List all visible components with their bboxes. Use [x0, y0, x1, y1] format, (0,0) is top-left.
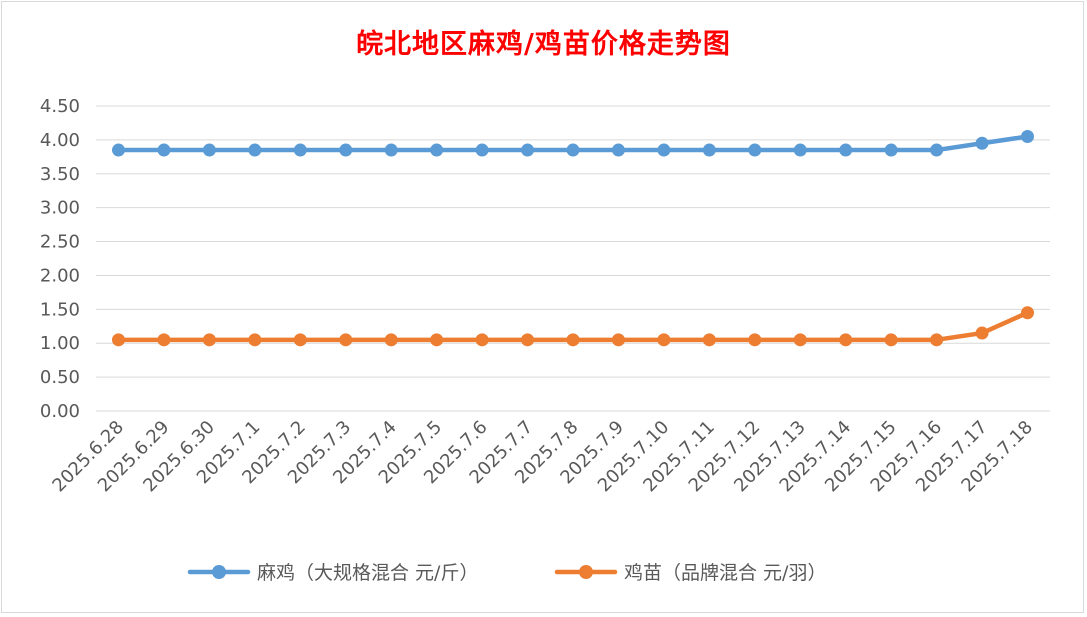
y-tick-label: 1.50: [40, 299, 80, 320]
data-point: [157, 333, 171, 347]
data-point: [1021, 306, 1034, 320]
data-point: [975, 326, 989, 340]
data-point: [702, 333, 716, 347]
data-point: [475, 143, 489, 157]
data-point: [884, 333, 898, 347]
data-point: [339, 333, 353, 347]
legend-label: 鸡苗（品牌混合 元/羽）: [624, 562, 826, 584]
y-tick-label: 2.00: [40, 265, 80, 286]
y-tick-label: 3.00: [40, 198, 80, 219]
data-point: [975, 136, 989, 150]
data-point: [930, 333, 944, 347]
data-point: [657, 333, 671, 347]
data-point: [566, 333, 580, 347]
data-point: [202, 143, 216, 157]
y-axis-ticks: 0.00 0.50 1.00 1.50 2.00 2.50 3.00 3.50 4.00 4.50: [40, 96, 80, 422]
data-point: [839, 143, 853, 157]
y-tick-label: 0.50: [40, 367, 80, 388]
data-point: [839, 333, 853, 347]
data-point: [793, 143, 807, 157]
data-point: [248, 143, 262, 157]
data-point: [339, 143, 353, 157]
y-tick-label: 4.50: [40, 96, 80, 117]
data-point: [566, 143, 580, 157]
chart-title: 皖北地区麻鸡/鸡苗价格走势图: [356, 29, 731, 60]
data-point: [930, 143, 944, 157]
data-point: [521, 333, 535, 347]
data-point: [748, 333, 762, 347]
legend-item: 鸡苗（品牌混合 元/羽）: [554, 562, 826, 584]
data-point: [293, 333, 307, 347]
data-point: [521, 143, 535, 157]
legend-item: 麻鸡（大规格混合 元/斤）: [187, 562, 478, 584]
x-axis-ticks: 2025.6.282025.6.292025.6.302025.7.12025.…: [48, 417, 1037, 497]
legend-swatch-marker: [212, 565, 226, 579]
y-tick-label: 4.00: [40, 130, 80, 151]
data-point: [112, 143, 125, 157]
series-1: [112, 130, 1034, 157]
series-layer: [112, 130, 1034, 347]
data-point: [884, 143, 898, 157]
data-point: [657, 143, 671, 157]
y-tick-label: 3.50: [40, 164, 80, 185]
data-point: [1021, 130, 1034, 143]
data-point: [611, 333, 625, 347]
data-point: [430, 143, 444, 157]
data-point: [157, 143, 171, 157]
legend-swatch-marker: [579, 565, 593, 579]
data-point: [430, 333, 444, 347]
data-point: [702, 143, 716, 157]
legend: 麻鸡（大规格混合 元/斤） 鸡苗（品牌混合 元/羽）: [187, 562, 826, 584]
y-tick-label: 2.50: [40, 232, 80, 253]
y-tick-label: 1.00: [40, 333, 80, 354]
series-2: [112, 306, 1034, 347]
data-point: [248, 333, 262, 347]
data-point: [475, 333, 489, 347]
data-point: [793, 333, 807, 347]
y-tick-label: 0.00: [40, 401, 80, 422]
data-point: [384, 143, 398, 157]
data-point: [748, 143, 762, 157]
data-point: [384, 333, 398, 347]
data-point: [112, 333, 125, 347]
legend-label: 麻鸡（大规格混合 元/斤）: [257, 562, 478, 584]
data-point: [611, 143, 625, 157]
data-point: [202, 333, 216, 347]
data-point: [293, 143, 307, 157]
